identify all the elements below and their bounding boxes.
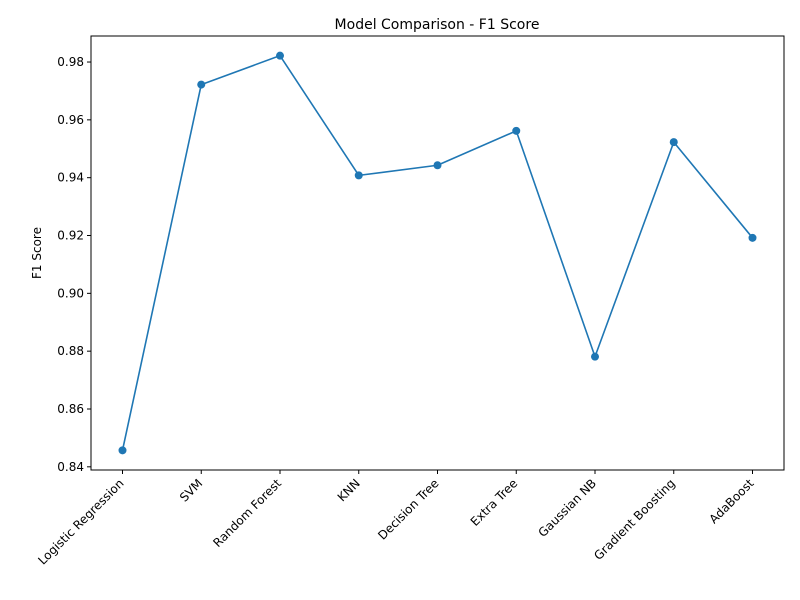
y-tick-label: 0.92	[57, 229, 84, 243]
data-point	[669, 138, 678, 147]
y-tick-label: 0.90	[57, 286, 84, 300]
chart-title: Model Comparison - F1 Score	[335, 17, 540, 33]
y-tick-label: 0.94	[57, 171, 84, 185]
y-tick-label: 0.98	[57, 55, 84, 69]
data-point	[512, 126, 521, 135]
y-tick-label: 0.86	[57, 402, 84, 416]
y-tick-label: 0.96	[57, 113, 84, 127]
data-point	[591, 352, 599, 361]
y-tick-label: 0.84	[57, 460, 84, 474]
data-point	[197, 80, 206, 89]
data-point	[748, 233, 757, 242]
data-point	[433, 161, 442, 170]
y-tick-label: 0.88	[57, 344, 84, 358]
y-axis-label: F1 Score	[30, 227, 44, 279]
data-point	[118, 446, 127, 455]
data-point	[354, 171, 363, 180]
data-point	[276, 51, 284, 60]
